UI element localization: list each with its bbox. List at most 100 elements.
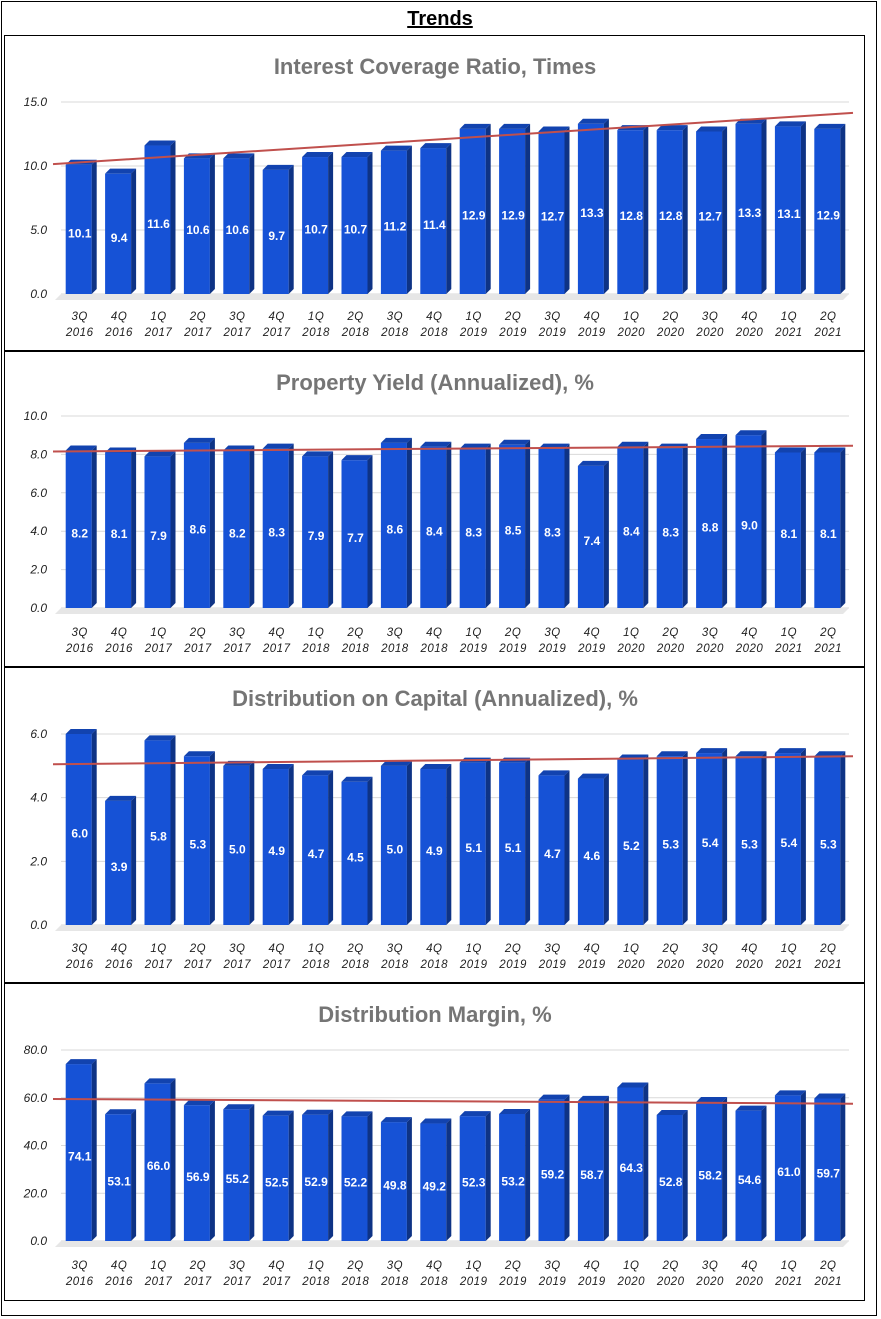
bar-side [840,751,846,925]
bar-side [170,140,176,294]
bar-front [144,1083,171,1241]
bar-2q-2019 [499,123,531,294]
bar-front [656,448,683,608]
bar-top [144,451,176,457]
x-tick-year: 2020 [617,327,646,339]
x-tick-year: 2020 [617,643,646,655]
bar-top [656,751,688,757]
data-label: 56.9 [186,1170,210,1184]
bar-front [696,439,723,608]
bar-2q-2020 [656,751,688,925]
x-tick-quarter: 4Q [426,1260,442,1272]
bar-3q-2017 [223,1104,255,1241]
x-tick-year: 2021 [774,1276,803,1288]
bar-top [696,126,728,132]
data-label: 54.6 [738,1173,762,1187]
bar-top [538,126,570,132]
data-label: 8.3 [465,525,482,539]
x-tick-year: 2016 [65,1276,94,1288]
bar-side [682,751,688,925]
bar-top [223,1104,255,1110]
bar-1q-2019 [459,1111,491,1241]
bar-side [446,143,452,294]
data-label: 49.8 [383,1179,407,1193]
bar-top [617,1082,649,1088]
bar-1q-2017 [144,1078,176,1241]
bar-side [131,168,137,294]
data-label: 8.4 [623,524,640,538]
data-label: 5.3 [741,838,758,852]
x-tick-year: 2020 [656,1276,685,1288]
bar-2q-2019 [499,1108,531,1241]
chart-floor [55,294,849,300]
bar-top [183,1100,215,1106]
bar-top [420,441,452,447]
bar-top [814,1093,846,1099]
chart-title: Interest Coverage Ratio, Times [274,54,596,79]
bar-top [420,1118,452,1124]
bar-2q-2020 [656,125,688,294]
x-tick-year: 2016 [104,327,133,339]
bar-top [420,143,452,149]
data-label: 59.7 [817,1167,841,1181]
bar-top [302,770,334,776]
bar-1q-2019 [459,757,491,925]
bar-4q-2020 [735,118,767,294]
x-tick-quarter: 4Q [269,311,285,323]
x-tick-year: 2016 [65,327,94,339]
x-tick-quarter: 1Q [466,943,482,955]
x-tick-quarter: 1Q [623,627,639,639]
bar-front [262,448,289,608]
bar-top [302,451,334,457]
x-tick-year: 2018 [301,643,330,655]
chart-floor [55,925,849,931]
data-label: 59.2 [541,1167,565,1181]
x-tick-year: 2020 [656,327,685,339]
x-tick-quarter: 3Q [229,1260,245,1272]
bar-side [131,1109,137,1241]
bar-side [209,437,215,608]
bar-top [380,437,412,443]
x-tick-year: 2016 [65,959,94,971]
data-label: 8.4 [426,524,443,538]
x-tick-quarter: 2Q [662,943,679,955]
bar-side [564,443,570,608]
bar-side [761,118,767,294]
x-tick-year: 2016 [104,959,133,971]
y-tick-label: 4.0 [30,524,47,538]
x-tick-quarter: 4Q [111,627,127,639]
x-tick-year: 2018 [380,643,409,655]
x-tick-quarter: 3Q [702,627,718,639]
data-label: 4.9 [426,844,443,858]
y-tick-label: 10.0 [24,159,48,173]
bar-1q-2017 [144,451,176,608]
bar-4q-2018 [420,1118,452,1241]
bar-front [774,753,801,925]
bar-side [643,754,649,925]
data-label: 8.8 [702,521,719,535]
bar-side [643,441,649,608]
bar-front [144,456,171,608]
bar-top [105,1109,137,1115]
bar-top [262,443,294,449]
bar-top [262,1110,294,1116]
bar-front [617,759,644,925]
x-tick-year: 2017 [144,643,173,655]
bar-side [131,795,137,925]
bar-4q-2016 [105,447,137,608]
bar-side [249,445,255,608]
bar-top [735,430,767,436]
x-tick-quarter: 3Q [229,311,245,323]
bar-front [380,765,407,925]
bar-front [577,778,604,925]
bar-4q-2017 [262,764,294,925]
x-tick-year: 2020 [735,643,764,655]
bar-top [223,153,255,159]
bar-1q-2017 [144,735,176,925]
data-label: 13.1 [777,207,801,221]
bar-side [525,123,531,294]
bar-1q-2020 [617,441,649,608]
bar-3q-2019 [538,443,570,608]
data-label: 74.1 [68,1150,92,1164]
